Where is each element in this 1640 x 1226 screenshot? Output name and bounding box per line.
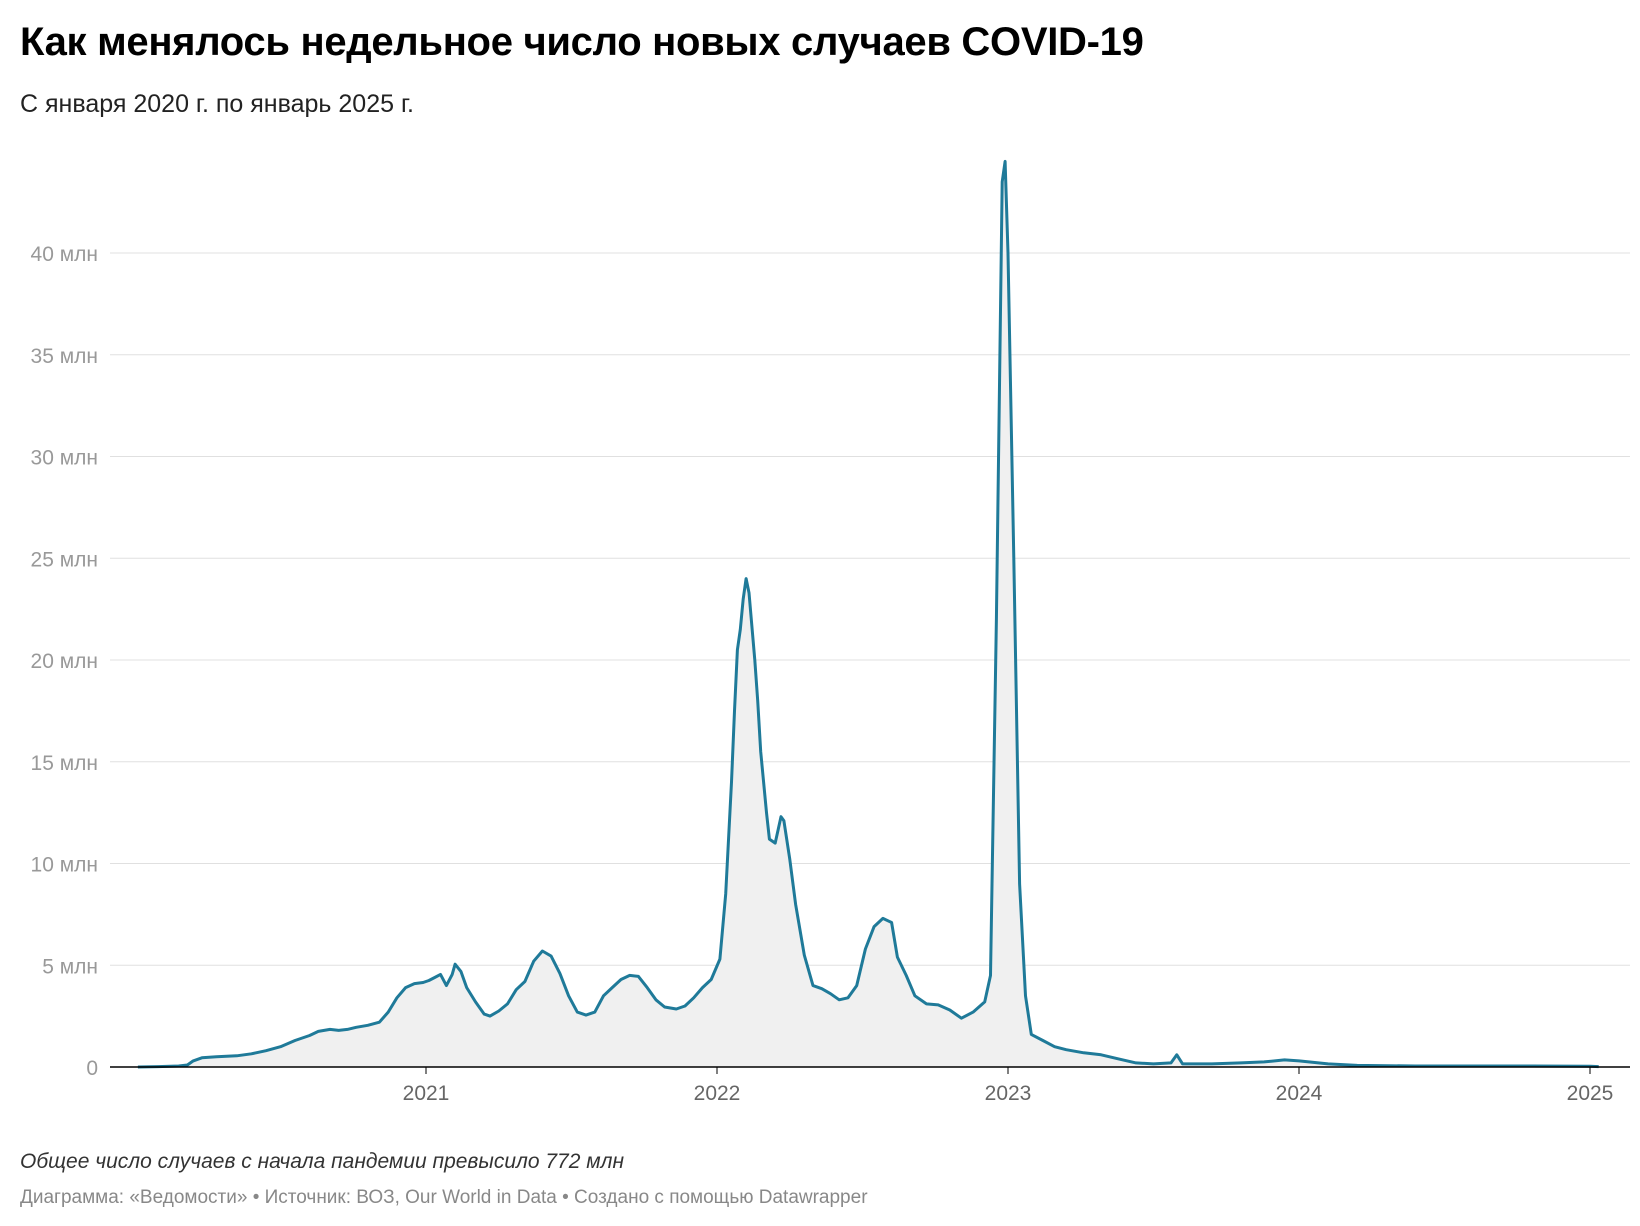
y-tick-label: 5 млн: [42, 955, 98, 978]
y-tick-label: 0: [86, 1057, 98, 1080]
x-tick-label: 2021: [403, 1082, 450, 1105]
x-tick-label: 2025: [1567, 1082, 1614, 1105]
credits: Диаграмма: «Ведомости» • Источник: ВОЗ, …: [20, 1187, 868, 1208]
x-tick-label: 2023: [985, 1082, 1032, 1105]
y-tick-label: 15 млн: [31, 752, 98, 775]
y-axis-ticks: 0 5 млн 10 млн 15 млн 20 млн 25 млн 30 млн 35 м…: [31, 243, 98, 1080]
footnote: Общее число случаев с начала пандемии пр…: [20, 1150, 625, 1173]
y-tick-label: 20 млн: [31, 650, 98, 673]
y-tick-label: 30 млн: [31, 447, 98, 470]
y-tick-label: 10 млн: [31, 854, 98, 877]
series-area: [137, 161, 1599, 1067]
chart-title: Как менялось недельное число новых случа…: [20, 20, 1144, 64]
y-tick-label: 40 млн: [31, 243, 98, 266]
chart-subtitle: С января 2020 г. по январь 2025 г.: [20, 90, 414, 118]
y-tick-label: 35 млн: [31, 345, 98, 368]
gridlines: [110, 252, 1630, 966]
x-axis-ticks: 2021 2022 2023 2024 2025: [403, 1067, 1614, 1105]
y-tick-label: 25 млн: [31, 548, 98, 571]
x-tick-label: 2024: [1276, 1082, 1323, 1105]
chart-area: 0 5 млн 10 млн 15 млн 20 млн 25 млн 30 млн 35 м…: [31, 159, 1630, 1105]
x-tick-label: 2022: [694, 1082, 741, 1105]
series-line: [137, 159, 1599, 1069]
